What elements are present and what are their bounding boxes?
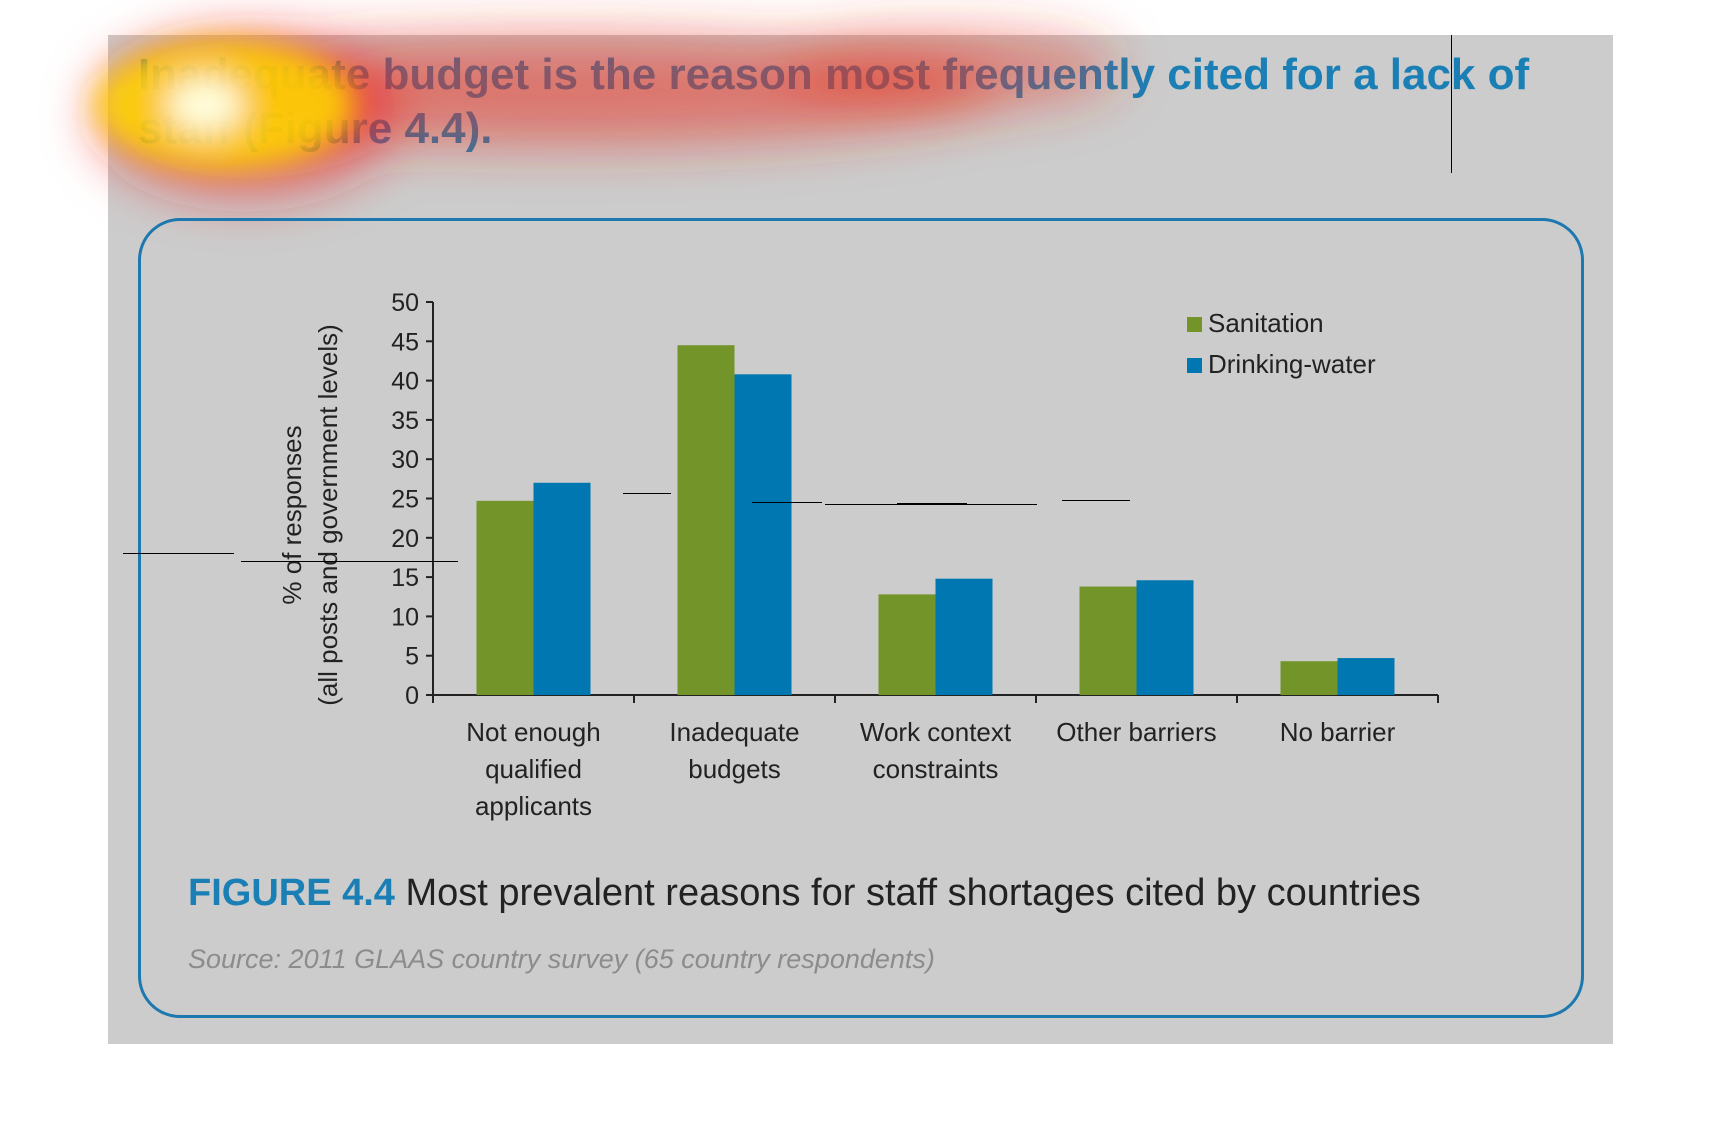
legend-label: Sanitation — [1208, 308, 1324, 338]
bar-sanitation — [476, 500, 534, 695]
figure-label: FIGURE 4.4 — [188, 872, 395, 914]
legend-swatch — [1187, 358, 1202, 373]
figure-caption: FIGURE 4.4 Most prevalent reasons for st… — [188, 872, 1421, 915]
legend-swatch — [1187, 317, 1202, 332]
bar-sanitation — [1079, 586, 1137, 695]
y-tick-label: 10 — [391, 603, 419, 631]
stray-line — [1451, 35, 1452, 173]
bar-drinking-water — [734, 374, 792, 695]
figure-frame — [138, 218, 1584, 1018]
y-tick-label: 15 — [391, 564, 419, 592]
stray-line — [241, 561, 458, 562]
y-tick-label: 50 — [391, 289, 419, 317]
x-category-label: budgets — [688, 754, 781, 784]
content-panel — [108, 35, 1613, 1044]
legend-label: Drinking-water — [1208, 349, 1376, 379]
bar-sanitation — [677, 345, 735, 695]
x-category-label: No barrier — [1280, 717, 1396, 747]
x-category-label: constraints — [873, 754, 999, 784]
x-category-label: qualified — [485, 754, 582, 784]
figure-source: Source: 2011 GLAAS country survey (65 co… — [188, 944, 935, 974]
x-category-label: Not enough — [466, 717, 600, 747]
stray-line — [825, 504, 1037, 505]
y-axis-title: % of responses — [277, 425, 307, 604]
bar-drinking-water — [935, 578, 993, 695]
bar-drinking-water — [1136, 580, 1194, 695]
bar-chart: 0 5 10 15 20 25 30 35 40 45 50 Not enough qualified a… — [277, 289, 1439, 821]
x-category-label: applicants — [475, 791, 592, 821]
stray-line — [897, 503, 967, 504]
y-axis-title: (all posts and government levels) — [313, 324, 343, 706]
y-tick-label: 40 — [391, 368, 419, 396]
stray-line — [752, 502, 822, 503]
y-tick-label: 35 — [391, 407, 419, 435]
bar-sanitation — [878, 594, 936, 695]
x-category-label: Inadequate — [669, 717, 799, 747]
y-tick-label: 45 — [391, 328, 419, 356]
y-tick-label: 0 — [405, 682, 419, 710]
y-tick-label: 5 — [405, 643, 419, 671]
x-category-label: Work context — [860, 717, 1012, 747]
figure-caption-text: Most prevalent reasons for staff shortag… — [405, 872, 1421, 914]
bar-sanitation — [1280, 661, 1338, 695]
bar-drinking-water — [533, 482, 591, 695]
stray-line — [623, 493, 671, 494]
y-tick-label: 25 — [391, 486, 419, 514]
x-category-label: Other barriers — [1056, 717, 1216, 747]
stray-line — [123, 553, 234, 554]
bar-drinking-water — [1337, 658, 1395, 695]
stray-line — [1062, 500, 1130, 501]
y-tick-label: 20 — [391, 525, 419, 553]
y-tick-label: 30 — [391, 446, 419, 474]
